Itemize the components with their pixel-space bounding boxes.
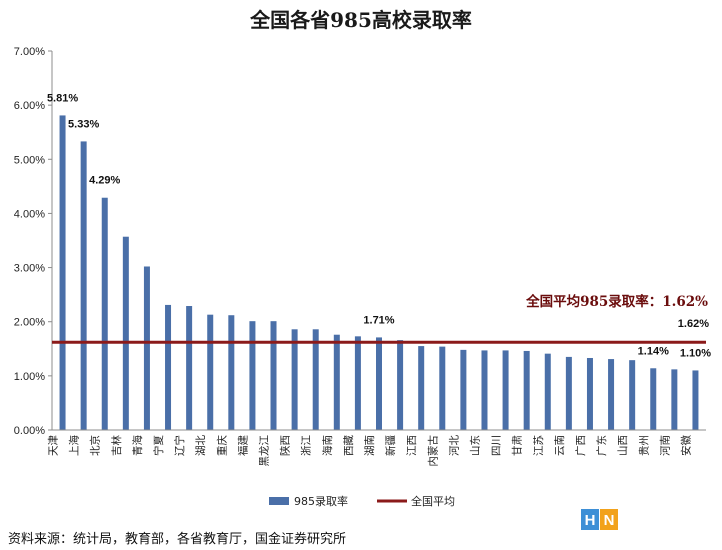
x-tick-label: 湖北 [195, 435, 207, 456]
bar [354, 336, 361, 430]
x-tick-label: 江苏 [532, 435, 545, 456]
bar [544, 353, 551, 430]
y-tick-label: 5.00% [14, 154, 45, 166]
bar [523, 350, 530, 430]
legend: 985录取率 全国平均 [269, 494, 455, 508]
x-tick-label: 湖南 [363, 435, 376, 456]
x-tick-label: 重庆 [215, 435, 228, 456]
chart-title: 全国各省985高校录取率 [249, 8, 472, 32]
y-axis: 0.00% 1.00% 2.00% 3.00% 4.00% 5.00% 6.00% 7.00% [14, 46, 53, 437]
data-label: 4.29% [89, 175, 120, 187]
data-label: 1.14% [638, 345, 669, 357]
x-tick-label: 甘肃 [511, 435, 524, 456]
data-label: 5.81% [47, 92, 78, 104]
bar [481, 350, 488, 430]
logo-block-h [581, 509, 599, 530]
x-tick-label: 陕西 [279, 435, 292, 456]
bar [122, 236, 129, 430]
bar [270, 321, 277, 430]
x-tick-label: 山西 [617, 435, 629, 456]
x-tick-label: 新疆 [384, 435, 397, 456]
logo-block-n [600, 509, 618, 530]
x-axis: 天津 上海 北京 吉林 青海 宁夏 辽宁 湖北 重庆 福建 黑龙江 陕西 浙江 海南 西藏 湖南 新疆 江西 内蒙古… [48, 429, 706, 467]
bar [439, 346, 446, 430]
source-note: 资料来源：统计局，教育部，各省教育厅，国金证券研究所 [8, 531, 346, 547]
hn-logo: H N [581, 509, 618, 530]
x-tick-label: 天津 [48, 435, 60, 456]
x-tick-label: 北京 [89, 435, 102, 456]
y-tick-label: 4.00% [14, 208, 45, 220]
x-tick-label: 浙江 [301, 435, 313, 456]
average-annotation: 全国平均985录取率：1.62% [525, 293, 708, 310]
bar [650, 368, 657, 430]
x-tick-label: 福建 [236, 435, 249, 456]
x-tick-label: 青海 [131, 435, 144, 456]
y-tick-label: 0.00% [14, 425, 45, 437]
bar [80, 141, 87, 430]
bar [312, 329, 319, 430]
bar [671, 369, 678, 430]
x-tick-label: 海南 [321, 435, 334, 456]
bar [186, 306, 193, 430]
x-tick-label: 四川 [491, 435, 503, 456]
x-tick-label: 云南 [553, 435, 566, 456]
bar [397, 340, 404, 430]
data-label: 1.10% [680, 347, 711, 359]
x-tick-label: 宁夏 [152, 435, 165, 456]
bar-series [59, 115, 699, 431]
x-tick-label: 西藏 [343, 435, 355, 456]
bar [249, 321, 256, 430]
bar [101, 197, 108, 430]
data-label: 5.33% [68, 118, 99, 130]
y-tick-label: 3.00% [14, 263, 45, 275]
bar [418, 346, 425, 430]
x-tick-label: 内蒙古 [426, 435, 439, 467]
x-tick-label: 上海 [68, 435, 81, 456]
bar [376, 337, 382, 430]
x-tick-label: 江西 [406, 435, 418, 456]
y-tick-label: 6.00% [14, 100, 45, 112]
bar [291, 329, 298, 430]
bar [565, 356, 572, 430]
x-tick-label: 广东 [595, 435, 608, 456]
x-tick-label: 贵州 [637, 435, 650, 456]
bar [586, 357, 593, 430]
bar [59, 115, 66, 431]
logo-letter-n: N [604, 512, 615, 529]
bar [207, 314, 214, 430]
bar [629, 360, 636, 430]
bar [502, 350, 509, 430]
bar [460, 349, 467, 430]
x-tick-label: 广西 [575, 435, 587, 456]
data-label: 1.71% [363, 314, 394, 326]
legend-swatch-bars [269, 497, 289, 505]
x-tick-label: 河南 [658, 435, 671, 456]
x-tick-label: 辽宁 [173, 435, 186, 456]
bar [143, 266, 150, 430]
y-tick-label: 2.00% [14, 317, 45, 329]
y-tick-label: 1.00% [14, 371, 45, 383]
y-tick-label: 7.00% [14, 46, 45, 58]
bar [165, 304, 172, 430]
legend-label-bars: 985录取率 [294, 494, 348, 508]
x-tick-label: 吉林 [110, 435, 123, 456]
x-tick-label: 山东 [468, 435, 481, 456]
bar [228, 315, 235, 430]
x-tick-label: 黑龙江 [258, 435, 271, 467]
bar [608, 359, 615, 430]
bar [692, 370, 699, 430]
logo-letter-h: H [585, 512, 596, 529]
x-tick-label: 河北 [448, 435, 460, 456]
x-tick-label: 安徽 [679, 435, 692, 456]
bar [333, 334, 340, 430]
average-value-label: 1.62% [678, 318, 709, 330]
data-labels: 5.81% 5.33% 4.29% 1.71% 1.14% 1.10% [47, 92, 711, 359]
legend-label-line: 全国平均 [411, 494, 455, 508]
